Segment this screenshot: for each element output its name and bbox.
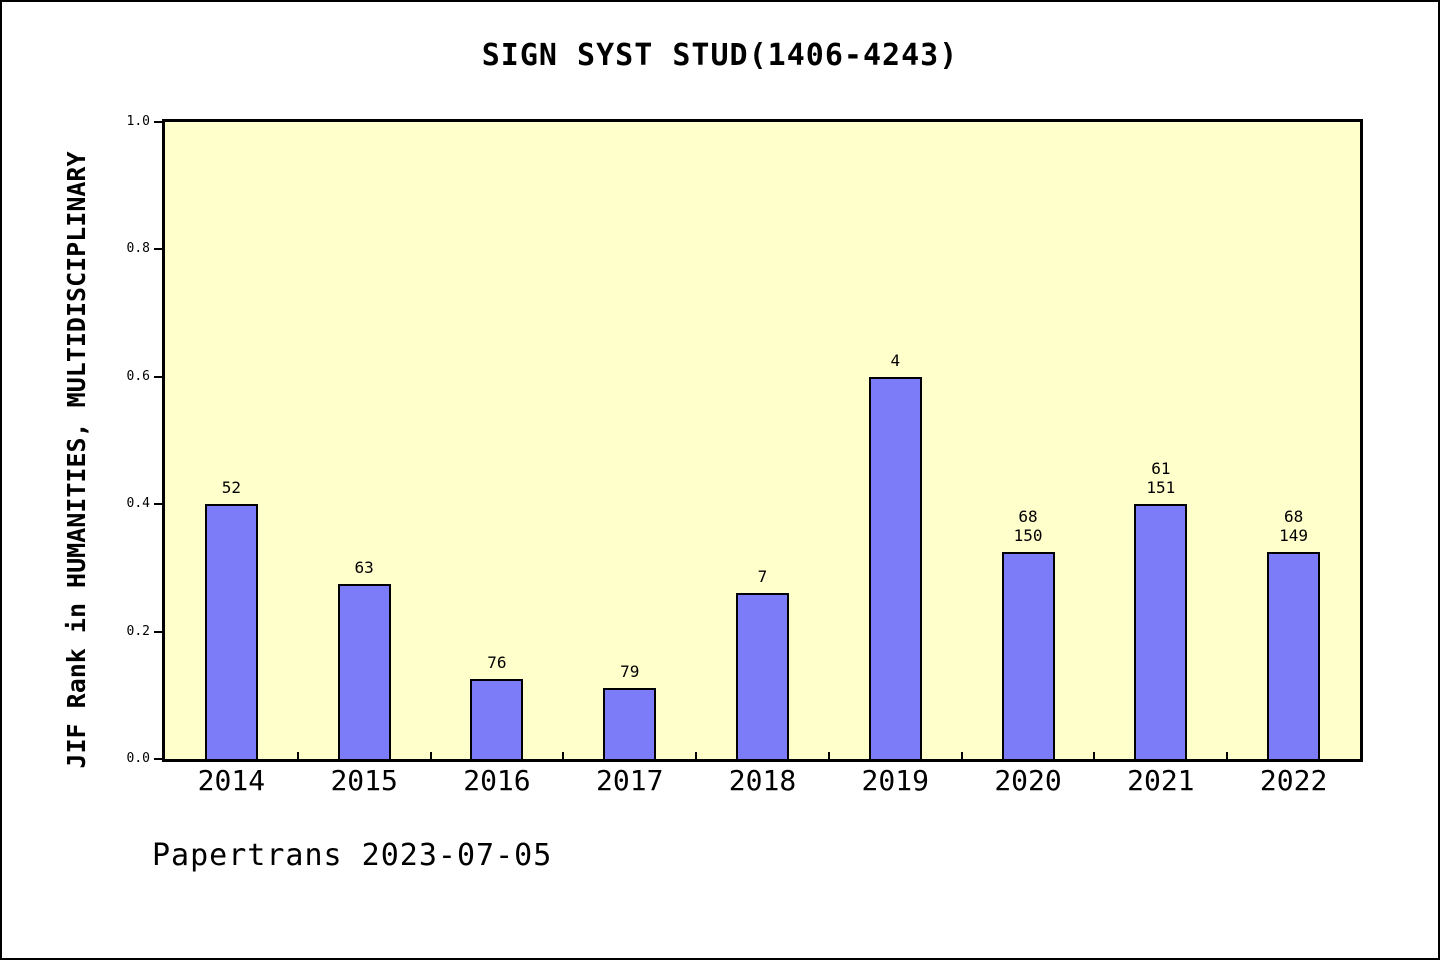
x-axis-tick — [1093, 752, 1096, 759]
y-axis-tick-label: 0.2 — [126, 623, 150, 639]
x-axis-label-2016: 2016 — [463, 764, 531, 797]
bar-2016 — [470, 679, 524, 759]
bar-value-label-2019: 4 — [890, 350, 901, 370]
y-axis-tick-label: 0.6 — [126, 368, 150, 384]
bar-value-label-2016: 76 — [487, 653, 507, 673]
x-axis-label-2021: 2021 — [1127, 764, 1195, 797]
bar-2014 — [204, 504, 258, 759]
y-axis-tick — [154, 121, 162, 123]
bar-2019 — [868, 376, 922, 759]
bar-2015 — [337, 583, 391, 759]
bar-2021 — [1134, 504, 1188, 759]
y-axis-tick-label: 1.0 — [126, 114, 150, 129]
x-axis-tick — [562, 752, 565, 759]
bar-2020 — [1001, 551, 1055, 759]
bar-value-label-2020: 68 150 — [1013, 506, 1043, 545]
y-axis-tick — [154, 503, 162, 506]
bar-value-label-2021: 61 151 — [1146, 459, 1176, 498]
y-axis-tick — [154, 248, 162, 251]
x-axis-label-2018: 2018 — [728, 764, 797, 797]
bar-value-label-2017: 79 — [620, 661, 640, 681]
y-axis-tick — [154, 375, 162, 378]
x-axis-tick — [1226, 752, 1229, 759]
x-axis-tick — [296, 752, 299, 759]
bar-value-label-2022: 68 149 — [1279, 506, 1309, 545]
x-axis-label-2019: 2019 — [861, 764, 929, 797]
x-axis-label-2014: 2014 — [197, 764, 266, 797]
x-axis-label-2017: 2017 — [596, 764, 664, 797]
bar-value-label-2014: 52 — [221, 478, 241, 498]
x-axis-tick — [695, 752, 698, 759]
x-axis-tick — [960, 752, 963, 759]
chart-title: SIGN SYST STUD(1406-4243) — [481, 38, 959, 73]
footer-watermark: Papertrans 2023-07-05 — [152, 838, 553, 873]
y-axis-tick — [154, 630, 162, 633]
y-axis-tick-label: 0.8 — [126, 241, 150, 257]
bar-2018 — [736, 593, 789, 759]
bar-value-label-2015: 63 — [354, 557, 374, 577]
x-axis-label-2015: 2015 — [330, 764, 398, 797]
x-axis-tick — [429, 752, 432, 759]
y-axis-tick-label: 0.4 — [126, 496, 150, 512]
bar-2022 — [1267, 551, 1321, 759]
x-axis-label-2020: 2020 — [994, 764, 1062, 797]
x-axis-tick — [827, 752, 830, 759]
bar-value-label-2018: 7 — [757, 567, 768, 587]
x-axis-label-2022: 2022 — [1259, 764, 1328, 797]
y-axis-tick — [154, 758, 162, 760]
y-axis-tick-label: 0.0 — [126, 751, 150, 766]
y-axis-title: JIF Rank in HUMANITIES, MULTIDISCIPLINAR… — [62, 151, 91, 769]
bar-2017 — [603, 687, 657, 759]
